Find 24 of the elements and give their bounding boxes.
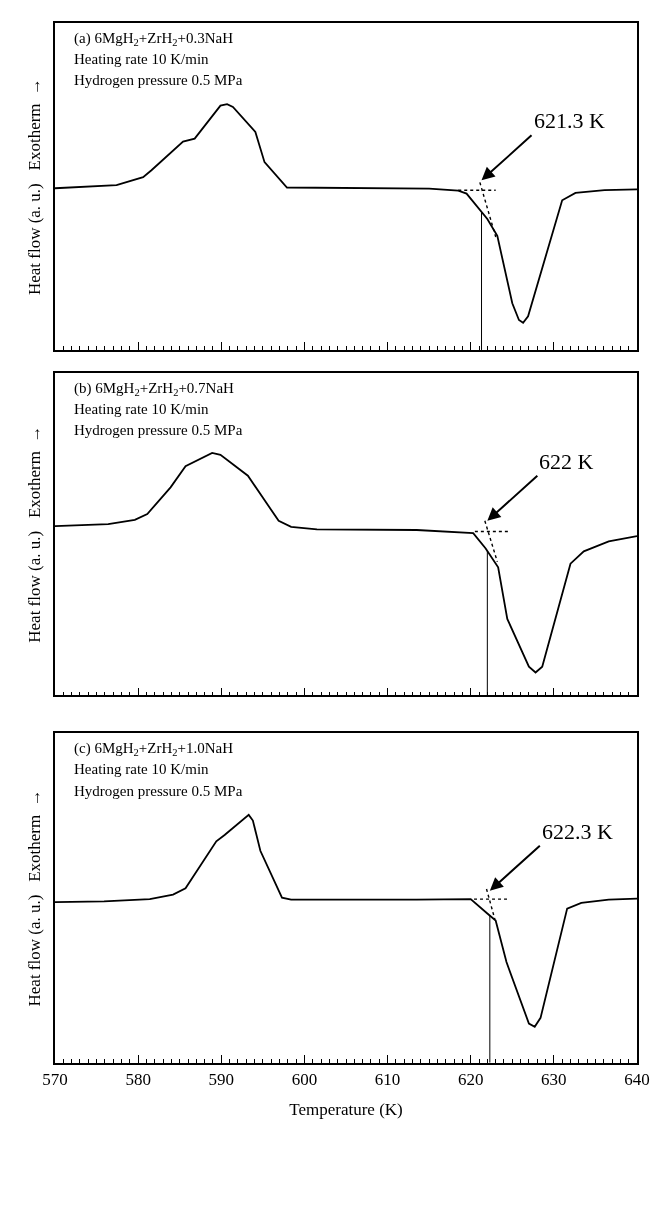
chart-title: (a) 6MgH$_{2}$+ZrH$_{2}$+0.3NaH: [74, 30, 234, 49]
text: Hydrogen pressure 0.5 MPa: [74, 72, 243, 88]
x-tick-label: 600: [291, 1069, 318, 1089]
x-tick-label: 620: [457, 1069, 484, 1089]
text: Heating rate 10 K/min: [74, 761, 210, 777]
x-tick-label: 590: [208, 1069, 235, 1089]
x-tick-label: 580: [125, 1069, 151, 1089]
x-tick-label: 570: [42, 1069, 68, 1089]
annotation: 622 K: [539, 449, 594, 474]
x-axis-title: Temperature (K): [289, 1099, 403, 1119]
chart-title: (c) 6MgH$_{2}$+ZrH$_{2}$+1.0NaH: [74, 740, 234, 759]
y-axis-title: Heat flow (a. u.) Exotherm →: [25, 789, 45, 1007]
chart-title: (b) 6MgH$_{2}$+ZrH$_{2}$+0.7NaH: [74, 380, 235, 399]
text: Heating rate 10 K/min: [74, 51, 210, 67]
text: Hydrogen pressure 0.5 MPa: [74, 422, 243, 438]
text: Hydrogen pressure 0.5 MPa: [74, 783, 243, 799]
x-tick-label: 630: [541, 1069, 567, 1089]
annotation: 621.3 K: [534, 108, 605, 133]
text: Heating rate 10 K/min: [74, 401, 210, 417]
y-axis-title: Heat flow (a. u.) Exotherm →: [25, 425, 45, 643]
y-axis-title: Heat flow (a. u.) Exotherm →: [25, 77, 45, 296]
x-tick-label: 640: [624, 1069, 650, 1089]
x-tick-label: 610: [374, 1069, 401, 1089]
annotation: 622.3 K: [542, 819, 613, 844]
